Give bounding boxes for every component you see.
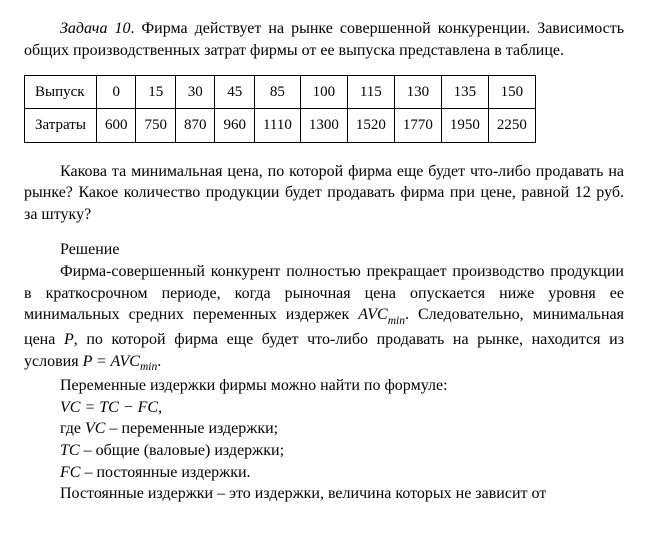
table-cell: 100: [300, 76, 347, 109]
avc-symbol: AVC: [358, 306, 387, 323]
avc-subscript: min: [388, 315, 405, 327]
table-cell: 960: [215, 109, 255, 142]
formula-comma: ,: [158, 399, 162, 416]
p-symbol: P: [64, 331, 74, 348]
table-cell: 45: [215, 76, 255, 109]
table-row: Затраты 600 750 870 960 1110 1300 1520 1…: [25, 109, 536, 142]
table-cell: 30: [175, 76, 215, 109]
table-cell: 135: [441, 76, 488, 109]
table-cell: 1950: [441, 109, 488, 142]
solution-p2: Переменные издержки фирмы можно найти по…: [24, 375, 624, 397]
table-cell: 115: [347, 76, 394, 109]
tc-symbol: TC: [60, 442, 80, 459]
row-label-cost: Затраты: [25, 109, 97, 142]
table-cell: 150: [488, 76, 535, 109]
problem-statement: Задача 10. Фирма действует на рынке сове…: [24, 18, 624, 61]
formula-line: VC = TC − FC,: [24, 397, 624, 419]
definition-vc: где VC – переменные издержки;: [24, 418, 624, 440]
table-cell: 870: [175, 109, 215, 142]
table-cell: 2250: [488, 109, 535, 142]
solution-heading: Решение: [24, 239, 624, 261]
solution-p1: Фирма-совершенный конкурент полностью пр…: [24, 261, 624, 375]
def-vc-post: – переменные издержки;: [105, 420, 278, 437]
def-vc-pre: где: [60, 420, 85, 437]
spacer: [24, 225, 624, 239]
definition-tc: TC – общие (валовые) издержки;: [24, 440, 624, 462]
def-fc-post: – постоянные издержки.: [80, 464, 250, 481]
cost-table: Выпуск 0 15 30 45 85 100 115 130 135 150…: [24, 75, 536, 143]
table-cell: 750: [136, 109, 176, 142]
table-cell: 1110: [254, 109, 300, 142]
table-cell: 600: [96, 109, 136, 142]
solution-p1-text4: .: [157, 353, 161, 370]
definition-fc: FC – постоянные издержки.: [24, 462, 624, 484]
row-label-output: Выпуск: [25, 76, 97, 109]
table-cell: 1770: [394, 109, 441, 142]
table-cell: 1300: [300, 109, 347, 142]
table-row: Выпуск 0 15 30 45 85 100 115 130 135 150: [25, 76, 536, 109]
table-cell: 130: [394, 76, 441, 109]
equation-subscript: min: [140, 361, 157, 373]
problem-questions: Какова та минимальная цена, по которой ф…: [24, 161, 624, 226]
equation-symbol: P = AVC: [83, 353, 140, 370]
vc-symbol: VC: [85, 420, 105, 437]
problem-label: Задача 10: [60, 20, 130, 37]
table-cell: 0: [96, 76, 136, 109]
vc-formula: VC = TC − FC: [60, 399, 158, 416]
table-cell: 1520: [347, 109, 394, 142]
table-cell: 85: [254, 76, 300, 109]
table-cell: 15: [136, 76, 176, 109]
solution-p3: Постоянные издержки – это издержки, вели…: [24, 483, 624, 505]
def-tc-post: – общие (валовые) издержки;: [80, 442, 284, 459]
fc-symbol: FC: [60, 464, 80, 481]
